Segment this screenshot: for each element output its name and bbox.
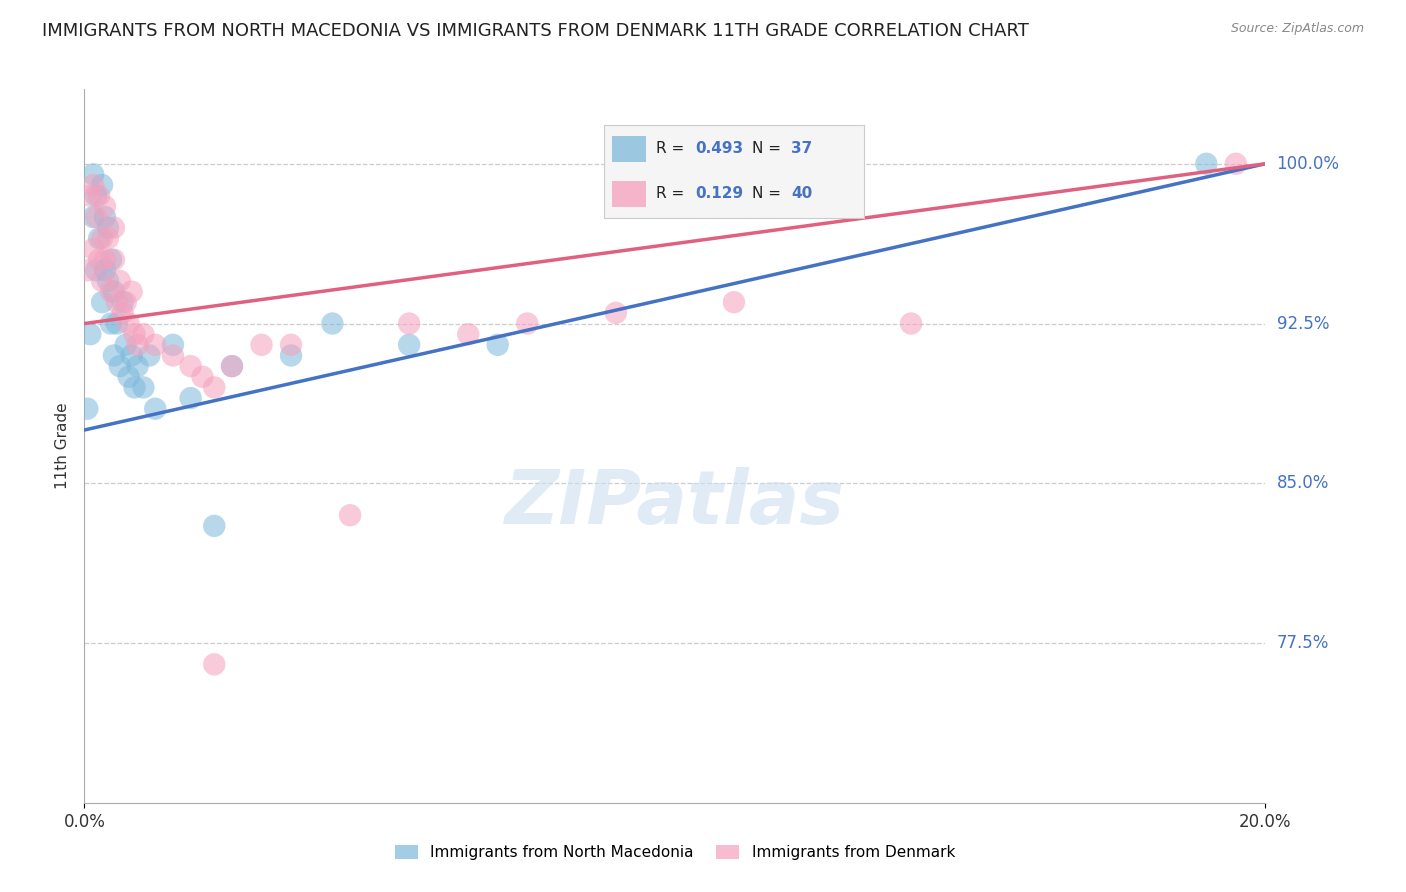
Point [723, 295, 745, 310]
Text: IMMIGRANTS FROM NORTH MACEDONIA VS IMMIGRANTS FROM DENMARK 11TH GRADE CORRELATIO: IMMIGRANTS FROM NORTH MACEDONIA VS IMMIG… [42, 22, 1029, 40]
Point [103, 349, 125, 363]
Legend: Immigrants from North Macedonia, Immigrants from Denmark: Immigrants from North Macedonia, Immigra… [388, 839, 962, 866]
Text: 37: 37 [792, 142, 813, 156]
Bar [612, 180, 645, 207]
Text: 85.0%: 85.0% [1277, 475, 1329, 492]
Point [280, 349, 302, 363]
Point [138, 349, 160, 363]
Point [121, 349, 143, 363]
Point [103, 285, 125, 299]
Point [79, 188, 101, 202]
Point [105, 295, 128, 310]
Point [221, 359, 243, 373]
Point [82, 178, 104, 192]
Point [91, 295, 114, 310]
Point [191, 369, 214, 384]
Point [1195, 157, 1218, 171]
Point [76, 263, 98, 277]
Text: 40: 40 [792, 186, 813, 201]
Point [111, 306, 134, 320]
Point [94, 252, 117, 267]
Point [1225, 157, 1247, 171]
Point [91, 274, 114, 288]
Text: N =: N = [752, 186, 786, 201]
Point [118, 317, 141, 331]
Text: ZIPatlas: ZIPatlas [505, 467, 845, 540]
Point [100, 317, 122, 331]
Point [124, 380, 146, 394]
Point [202, 380, 225, 394]
Point [180, 359, 202, 373]
Point [103, 252, 125, 267]
Point [79, 327, 101, 342]
Point [82, 168, 104, 182]
Point [127, 359, 149, 373]
Point [250, 338, 273, 352]
Text: 77.5%: 77.5% [1277, 634, 1329, 652]
Point [143, 338, 166, 352]
Point [91, 231, 114, 245]
Point [180, 391, 202, 405]
Point [97, 231, 120, 245]
Point [132, 380, 155, 394]
Point [91, 178, 114, 192]
Point [94, 210, 117, 224]
Point [132, 327, 155, 342]
Point [108, 274, 131, 288]
Point [124, 327, 146, 342]
Point [82, 210, 104, 224]
Point [87, 252, 111, 267]
Point [108, 359, 131, 373]
Point [97, 220, 120, 235]
Point [100, 285, 122, 299]
Point [82, 242, 104, 256]
Point [105, 317, 128, 331]
Point [94, 199, 117, 213]
Point [162, 349, 184, 363]
Text: 100.0%: 100.0% [1277, 154, 1340, 173]
Text: N =: N = [752, 142, 786, 156]
Point [94, 263, 117, 277]
Point [76, 401, 98, 416]
Point [221, 359, 243, 373]
Point [516, 317, 538, 331]
Point [100, 252, 122, 267]
Text: 0.493: 0.493 [695, 142, 744, 156]
Point [111, 295, 134, 310]
Point [321, 317, 343, 331]
Point [280, 338, 302, 352]
Point [398, 338, 420, 352]
Point [143, 401, 166, 416]
Point [486, 338, 509, 352]
Text: 92.5%: 92.5% [1277, 315, 1329, 333]
Point [202, 657, 225, 672]
Point [103, 220, 125, 235]
Point [87, 188, 111, 202]
Point [900, 317, 922, 331]
Point [97, 274, 120, 288]
Text: Source: ZipAtlas.com: Source: ZipAtlas.com [1230, 22, 1364, 36]
Point [87, 231, 111, 245]
Text: R =: R = [657, 142, 689, 156]
Text: R =: R = [657, 186, 689, 201]
Point [202, 519, 225, 533]
Point [162, 338, 184, 352]
Point [121, 285, 143, 299]
Point [605, 306, 627, 320]
Point [127, 338, 149, 352]
Point [84, 188, 107, 202]
Point [398, 317, 420, 331]
Point [114, 338, 136, 352]
Point [114, 295, 136, 310]
Point [84, 263, 107, 277]
Point [339, 508, 361, 523]
Text: 0.129: 0.129 [695, 186, 744, 201]
Bar [612, 136, 645, 162]
Point [84, 210, 107, 224]
Point [118, 369, 141, 384]
Y-axis label: 11th Grade: 11th Grade [55, 402, 70, 490]
Point [457, 327, 479, 342]
